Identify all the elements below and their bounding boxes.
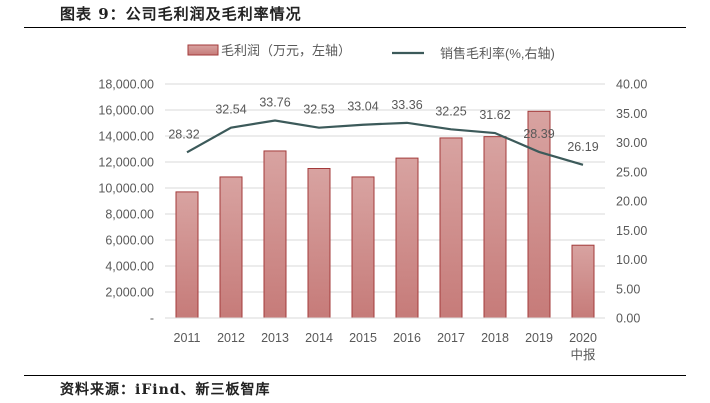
right-axis-tick: 0.00 [616,312,640,326]
line-data-label: 33.04 [347,100,378,114]
x-axis-tick: 2013 [261,331,289,345]
chart-legend: 毛利润（万元，左轴） 销售毛利率(%,右轴) [187,43,555,61]
bar-gross-profit [351,176,375,319]
legend-bar-swatch [187,44,219,56]
left-axis-tick: - [150,312,154,326]
bottom-rule [24,375,686,376]
left-axis-tick: 18,000.00 [98,78,154,92]
left-axis-tick: 14,000.00 [98,130,154,144]
right-axis-tick: 5.00 [616,282,640,296]
line-data-label: 31.62 [479,108,510,122]
line-data-label: 26.19 [567,140,598,154]
x-axis-tick: 2018 [481,331,509,345]
left-axis-tick: 2,000.00 [105,286,154,300]
left-axis-tick: 6,000.00 [105,234,154,248]
x-axis-tick: 2015 [349,331,377,345]
x-axis-tick: 2020 [569,331,597,345]
line-data-label: 32.53 [303,103,334,117]
left-axis-tick: 16,000.00 [98,104,154,118]
right-axis-tick: 20.00 [616,195,647,209]
x-axis-tick: 2019 [525,331,553,345]
right-axis-tick: 40.00 [616,78,647,92]
bar-gross-profit [483,136,507,319]
legend-line-label: 销售毛利率(%,右轴) [440,46,555,61]
left-axis-tick: 12,000.00 [98,156,154,170]
right-axis-tick: 10.00 [616,253,647,267]
line-data-label: 33.36 [391,98,422,112]
x-axis: 2011 2012 2013 2014 2015 2016 2017 2018 2019 2020… [165,317,605,362]
bar-gross-profit [571,244,595,319]
left-axis-tick: 10,000.00 [98,182,154,196]
x-axis-tick: 2011 [174,331,201,345]
bar-gross-profit [527,110,551,319]
figure-title: 图表 9：公司毛利润及毛利率情况 [60,5,302,23]
source-note: 资料来源：iFind、新三板智库 [60,382,271,398]
bar-gross-profit [395,157,419,319]
x-axis-tick: 2016 [393,331,421,345]
right-axis-tick: 15.00 [616,224,647,238]
right-axis-tick: 25.00 [616,165,647,179]
bar-gross-profit [263,150,287,319]
line-data-label: 33.76 [259,96,290,110]
bar-gross-profit [219,176,243,319]
x-axis-tick: 2017 [437,331,465,345]
right-axis-tick: 35.00 [616,107,647,121]
legend-bar-label: 毛利润（万元，左轴） [221,43,351,58]
top-rule [24,27,686,28]
right-axis-tick: 30.00 [616,136,647,150]
bar-series [175,110,595,319]
x-axis-tick-sub: 中报 [570,347,596,362]
gross-margin-line [186,119,584,166]
line-data-label: 32.54 [215,103,246,117]
left-axis: - 2,000.00 4,000.00 6,000.00 8,000.00 10,000.… [98,78,154,326]
left-axis-tick: 4,000.00 [105,260,154,274]
line-data-label: 32.25 [435,104,466,118]
line-data-label: 28.32 [168,127,199,141]
bar-gross-profit [307,168,331,319]
line-data-labels: 28.32 32.54 33.76 32.53 33.04 33.36 32.25 31.62… [168,96,598,154]
x-axis-tick: 2014 [305,331,333,345]
right-axis: 0.00 5.00 10.00 15.00 20.00 25.00 30.00 35.00 40… [616,78,647,326]
x-axis-tick: 2012 [217,331,245,345]
bar-gross-profit [175,191,199,319]
line-data-label: 28.39 [523,127,554,141]
bar-gross-profit [439,137,463,319]
line-series [186,119,584,166]
left-axis-tick: 8,000.00 [105,208,154,222]
